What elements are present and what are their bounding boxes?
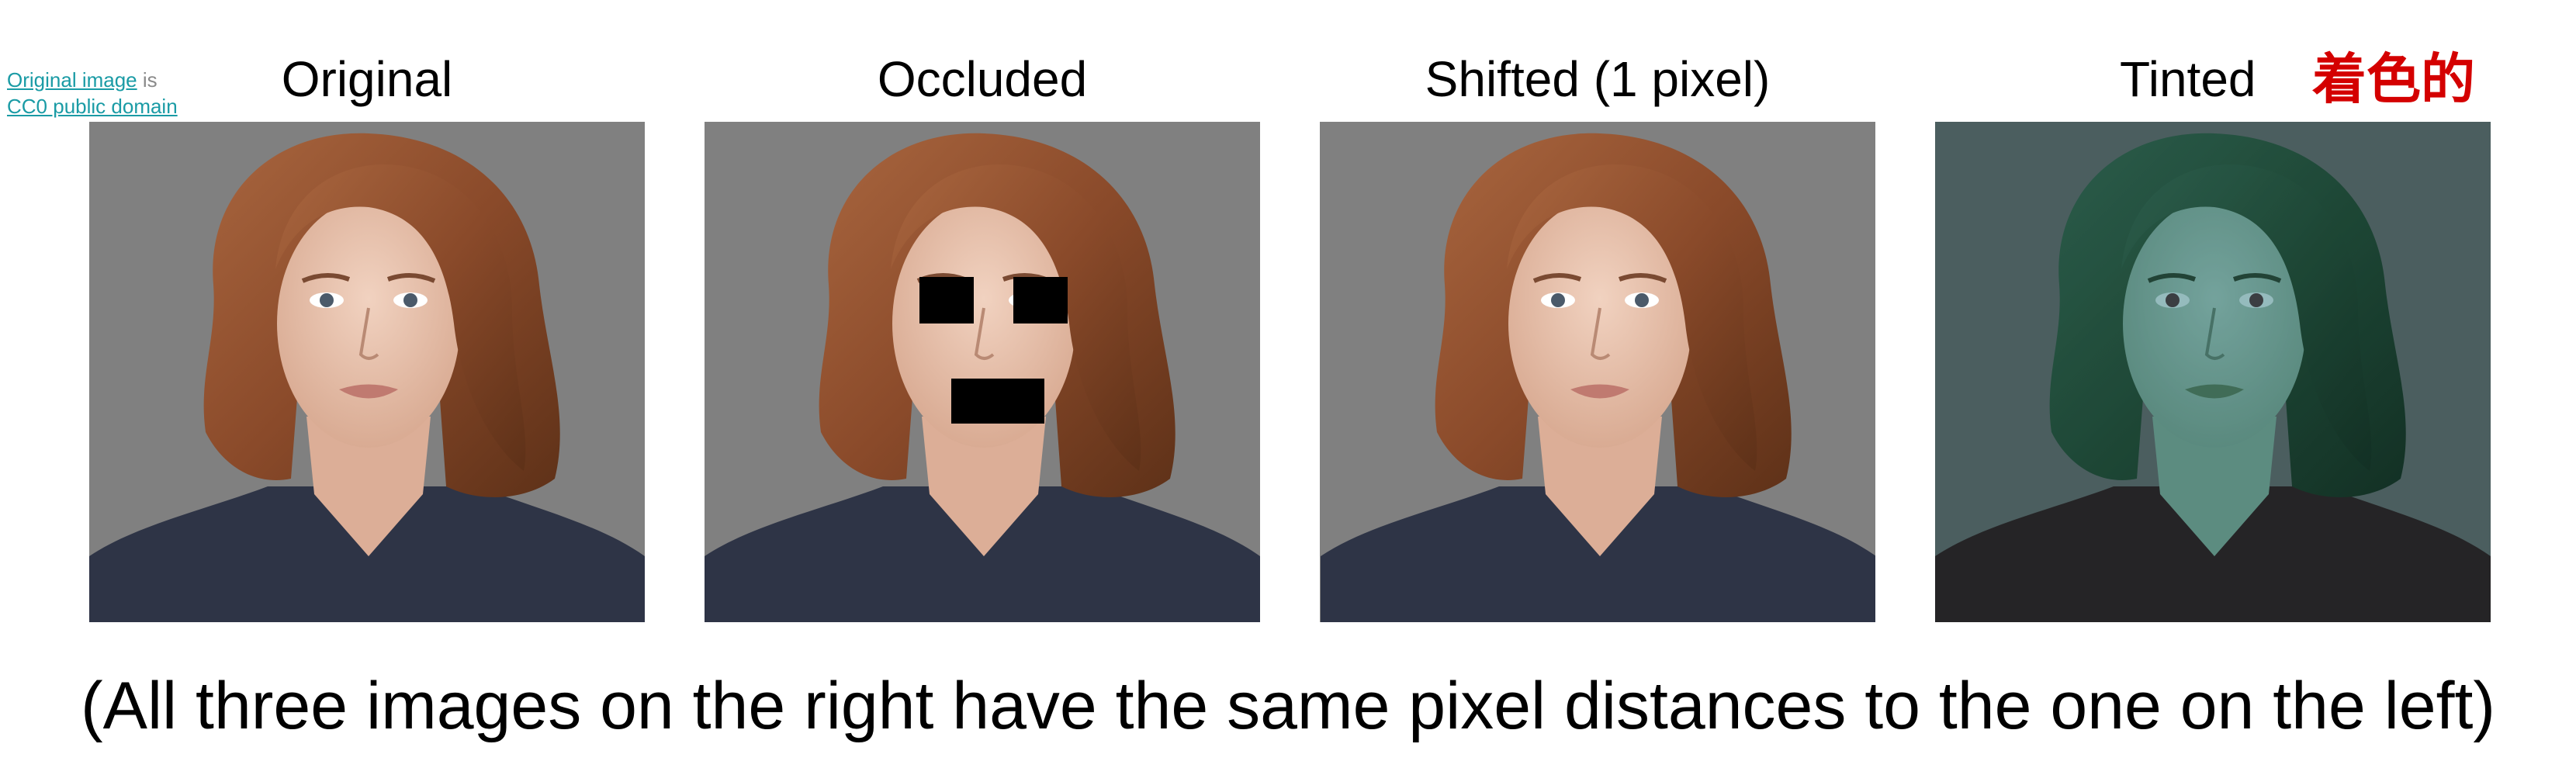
portrait-occluded [705,122,1260,622]
panel-title-original: Original [89,50,645,109]
portrait-original [89,122,645,622]
panel-shifted: Shifted (1 pixel) [1320,0,1875,636]
occluded-image [705,122,1260,622]
bottom-caption: (All three images on the right have the … [0,666,2576,746]
panel-title-shifted: Shifted (1 pixel) [1320,50,1875,109]
occlusion-mouth [951,379,1044,424]
panel-title-tinted: Tinted [2120,50,2256,109]
tinted-label-chinese: 着色的 [2312,47,2475,112]
occlusion-left-eye [919,277,974,323]
panel-occluded: Occluded [705,0,1260,636]
portrait-tinted [1935,122,2491,622]
original-image [89,122,645,622]
occlusion-right-eye [1013,277,1068,323]
tinted-image [1935,122,2491,622]
panel-original: Original [89,0,645,636]
portrait-shifted [1320,122,1875,622]
shifted-image [1320,122,1875,622]
panel-title-occluded: Occluded [705,50,1260,109]
